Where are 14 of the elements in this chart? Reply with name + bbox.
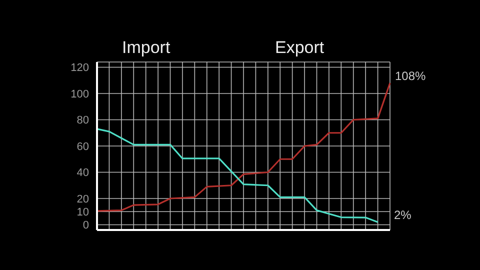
y-tick-label: 60: [76, 140, 89, 153]
y-tick-label: 20: [76, 193, 89, 206]
y-tick-label: 0: [82, 220, 89, 232]
y-tick-label: 120: [70, 62, 89, 74]
y-tick-label: 10: [76, 206, 89, 219]
y-tick-label: 40: [76, 167, 89, 180]
y-tick-label: 80: [76, 114, 89, 127]
text: 2%: [394, 208, 412, 222]
text: Import: [122, 38, 170, 58]
y-tick-label: 100: [70, 88, 89, 100]
line-series: [96, 82, 391, 212]
text: 108%: [395, 69, 426, 83]
line-series: [96, 128, 379, 223]
text: Export: [275, 38, 324, 58]
